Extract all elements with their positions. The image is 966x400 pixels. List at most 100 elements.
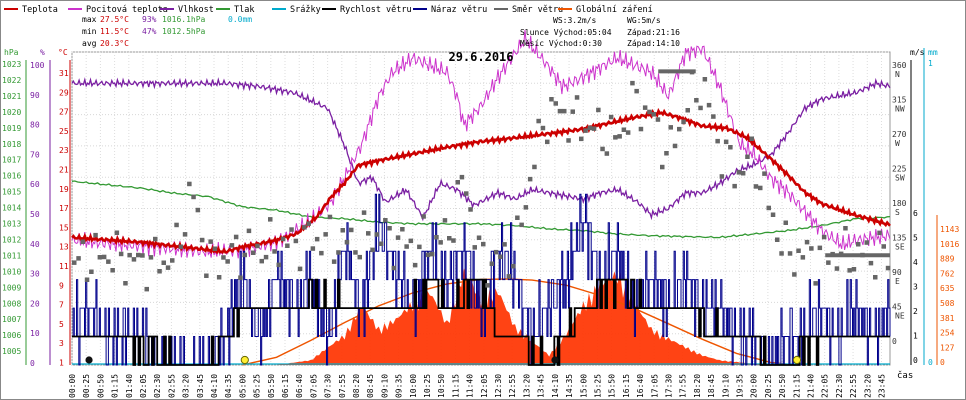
wind-direction-point: [442, 218, 448, 223]
time-tick: 00:50: [96, 374, 105, 398]
wind-direction-point: [84, 277, 90, 282]
wind-direction-point: [464, 191, 469, 196]
wind-direction-point: [770, 212, 776, 217]
wind-direction-point: [263, 254, 269, 260]
wind-direction-point: [374, 232, 379, 237]
wind-direction-point: [451, 238, 456, 243]
mm-tick: 0: [928, 358, 933, 367]
info-moonrise: Měsíc Východ:0:30: [520, 39, 602, 48]
wind-direction-point: [677, 126, 682, 132]
wind-direction-point: [246, 228, 252, 234]
wind-direction-point: [438, 240, 443, 245]
wind-direction-point: [562, 108, 567, 114]
wind-direction-point: [391, 265, 397, 271]
direction-tick: 135: [892, 234, 907, 243]
wind-direction-point: [429, 251, 435, 257]
pct-tick: 100: [30, 61, 45, 70]
wind-direction-point: [672, 143, 678, 149]
wind-direction-layer: [72, 69, 891, 292]
stats-max-hum: 93%: [142, 15, 157, 24]
wind-direction-point: [136, 252, 141, 258]
time-tick: 16:40: [636, 374, 645, 398]
ms-axis-label: m/s: [910, 48, 925, 57]
wind-direction-point: [276, 262, 281, 268]
time-tick: 07:30: [324, 374, 333, 398]
time-tick: 14:35: [565, 374, 574, 398]
wind-direction-point: [404, 244, 409, 249]
wind-direction-point: [864, 240, 869, 245]
time-tick: 02:30: [153, 374, 162, 398]
celsius-tick: 11: [59, 262, 69, 271]
info-ws: WS:3.2m/s: [553, 16, 597, 25]
moon-marker: [85, 356, 93, 364]
wind-direction-point: [515, 215, 520, 220]
direction-tick: 360: [892, 61, 907, 70]
time-tick: 04:10: [210, 374, 219, 398]
wind-direction-point: [732, 183, 737, 189]
wind-direction-point: [873, 275, 878, 280]
time-tick: 11:40: [466, 374, 475, 398]
wind-direction-point: [357, 254, 362, 260]
time-tick: 12:55: [508, 374, 517, 398]
wind-direction-point: [314, 236, 320, 242]
pct-tick: 70: [30, 150, 40, 159]
hpa-tick: 1011: [2, 251, 21, 260]
time-tick: 18:45: [707, 374, 716, 398]
pct-tick: 20: [30, 299, 40, 308]
wind-direction-point: [787, 251, 793, 256]
pressure-line: [71, 180, 891, 239]
wind-direction-point: [809, 246, 814, 251]
time-tick: 02:55: [167, 374, 176, 398]
wind-direction-point: [736, 170, 742, 175]
info-wg: WG:5m/s: [627, 16, 661, 25]
celsius-axis-label: °C: [58, 48, 68, 57]
wind-direction-point: [353, 250, 358, 255]
direction-tick-label: NE: [895, 312, 905, 321]
wind-direction-point: [89, 269, 94, 274]
time-tick: 08:20: [352, 374, 361, 398]
ms-tick: 0: [913, 356, 918, 365]
wind-direction-point: [762, 171, 767, 176]
wind-direction-point: [476, 235, 482, 240]
wind-direction-point: [272, 249, 277, 254]
wind-direction-point: [212, 246, 218, 251]
celsius-tick: 3: [59, 339, 64, 348]
radiation-tick: 635: [940, 284, 955, 293]
time-tick: 04:35: [224, 374, 233, 398]
wind-direction-point: [600, 146, 605, 152]
moon-marker: [551, 356, 559, 364]
radiation-tick: 127: [940, 343, 955, 352]
time-tick: 22:05: [821, 374, 830, 398]
sun-moon-markers: [85, 355, 802, 365]
hpa-tick: 1012: [2, 235, 21, 244]
pct-tick: 80: [30, 121, 40, 130]
legend-label-gust: Náraz větru: [431, 5, 487, 15]
wind-direction-point: [834, 266, 840, 271]
hpa-tick: 1022: [2, 76, 21, 85]
wind-direction-point: [800, 255, 806, 260]
wind-direction-point: [302, 225, 307, 230]
wind-direction-point: [604, 151, 610, 156]
time-tick: 12:05: [480, 374, 489, 398]
celsius-tick: 1: [59, 359, 64, 368]
time-axis-unit: čas: [897, 370, 913, 381]
ms-tick: 1: [913, 332, 918, 341]
wind-direction-point: [331, 259, 337, 264]
wind-direction-point: [251, 250, 256, 255]
wind-direction-point: [323, 232, 328, 237]
wind-direction-point: [204, 273, 209, 278]
pct-tick: 30: [30, 270, 40, 279]
wind-direction-point: [519, 222, 524, 228]
wind-direction-point: [851, 267, 857, 272]
wind-direction-point: [749, 136, 754, 141]
wind-direction-point: [642, 105, 648, 110]
sun-marker: [792, 355, 802, 365]
hpa-axis-label: hPa: [4, 48, 19, 57]
wind-direction-point: [233, 234, 239, 240]
pct-tick: 0: [30, 359, 35, 368]
wind-direction-point: [570, 109, 575, 114]
wind-direction-point: [856, 242, 861, 247]
wind-direction-point: [706, 102, 712, 108]
